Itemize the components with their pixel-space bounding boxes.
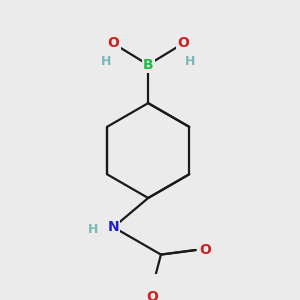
Text: B: B (143, 58, 154, 72)
Text: O: O (177, 36, 189, 50)
Text: N: N (108, 220, 119, 234)
Text: H: H (101, 55, 111, 68)
Text: O: O (108, 36, 119, 50)
Text: O: O (199, 243, 211, 257)
Text: O: O (146, 290, 158, 300)
Text: H: H (185, 55, 195, 68)
Text: H: H (88, 223, 99, 236)
